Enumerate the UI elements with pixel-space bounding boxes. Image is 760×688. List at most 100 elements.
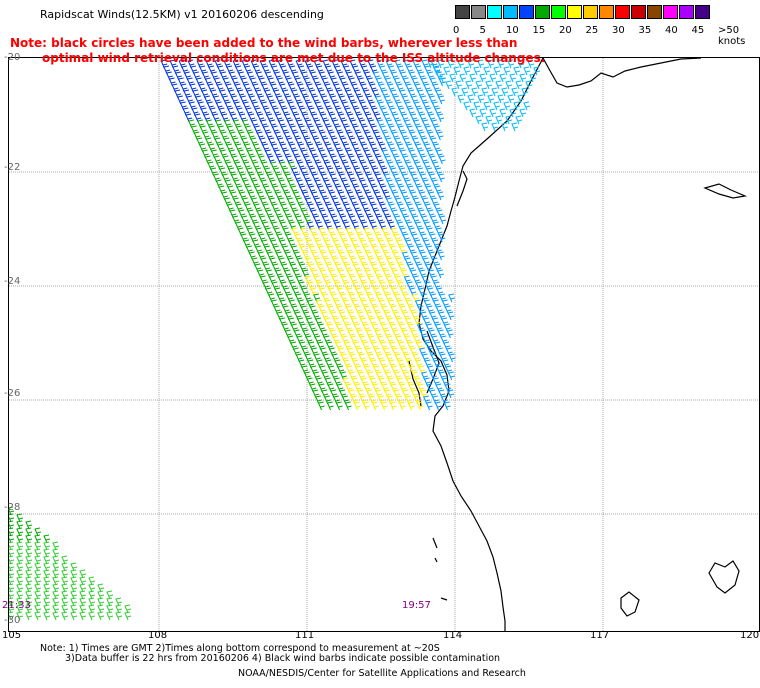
wind-barb	[266, 269, 273, 279]
wind-barb	[97, 611, 105, 621]
wind-barb	[307, 221, 314, 231]
wind-barb	[437, 173, 445, 183]
wind-barb	[349, 275, 357, 285]
wind-barb	[399, 167, 407, 177]
wind-barb	[405, 239, 413, 249]
wind-barb	[362, 263, 370, 273]
wind-barb	[360, 377, 368, 387]
wind-barb	[429, 95, 436, 105]
wind-barb	[340, 197, 348, 207]
wind-barb	[373, 365, 381, 375]
wind-barb	[352, 221, 359, 231]
wind-barb	[309, 167, 317, 177]
legend-swatch	[455, 5, 470, 19]
wind-barb	[439, 293, 446, 303]
wind-barb	[389, 401, 397, 411]
wind-barb	[259, 215, 267, 225]
wind-barb	[304, 293, 311, 303]
wind-barb	[278, 179, 286, 189]
wind-barb	[365, 269, 372, 279]
wind-barb	[259, 59, 267, 69]
wind-barb	[191, 107, 199, 117]
wind-barb	[292, 131, 300, 141]
legend-swatch	[599, 5, 614, 19]
wind-barb	[423, 317, 431, 327]
wind-barb	[79, 604, 87, 614]
wind-barb	[409, 365, 417, 375]
wind-barb	[319, 347, 327, 357]
wind-barb	[318, 383, 326, 393]
wind-barb	[331, 353, 339, 363]
wind-barb	[365, 251, 373, 261]
wind-barb	[308, 341, 316, 351]
wind-barb	[204, 155, 212, 165]
wind-barb	[420, 77, 428, 87]
wind-barb	[418, 131, 426, 141]
wind-barb	[305, 101, 313, 111]
wind-barb	[322, 59, 330, 69]
wind-barb	[491, 87, 499, 97]
wind-barb	[326, 185, 334, 195]
wind-barb	[377, 257, 385, 267]
wind-barb	[234, 161, 242, 171]
wind-barb	[422, 101, 430, 111]
wind-barb	[260, 119, 267, 129]
wind-barb	[336, 149, 344, 159]
wind-barb	[253, 65, 261, 75]
wind-barb	[16, 611, 24, 621]
legend-label: 35	[638, 25, 652, 36]
wind-barb	[246, 227, 254, 237]
legend-label: >50 knots	[718, 25, 746, 47]
wind-barb	[34, 548, 42, 558]
wind-barb	[368, 335, 376, 345]
wind-barb	[34, 555, 42, 565]
wind-barb	[310, 71, 317, 81]
wind-barb	[273, 227, 281, 237]
wind-barb	[396, 239, 404, 249]
wind-barb	[397, 281, 405, 291]
wind-barb	[248, 173, 256, 183]
wind-barb	[395, 335, 403, 345]
wind-barb	[416, 263, 424, 273]
wind-barb	[389, 107, 397, 117]
wind-barb	[227, 185, 235, 195]
wind-barb	[373, 71, 380, 81]
wind-barb	[317, 185, 325, 195]
wind-barb	[327, 245, 334, 255]
wind-barb	[326, 323, 334, 333]
wind-barb	[297, 83, 305, 93]
wind-barb	[338, 251, 346, 261]
wind-barb	[377, 101, 385, 111]
wind-barb	[343, 65, 351, 75]
wind-barb	[302, 113, 310, 123]
wind-barb	[417, 89, 425, 99]
wind-barb	[428, 251, 436, 261]
wind-barb	[481, 87, 489, 97]
wind-barb	[431, 179, 439, 189]
wind-barb	[434, 323, 442, 333]
wind-barb	[178, 59, 186, 69]
wind-barb	[16, 562, 24, 572]
wind-barb	[352, 65, 360, 75]
wind-barb	[355, 365, 363, 375]
wind-barb	[317, 323, 325, 333]
wind-barb	[422, 257, 430, 267]
wind-barb	[196, 137, 204, 147]
wind-barb	[224, 101, 232, 111]
wind-barb	[420, 389, 428, 399]
wind-barb	[519, 73, 527, 83]
wind-barb	[356, 113, 364, 123]
wind-barb	[402, 155, 410, 165]
wind-barb	[372, 167, 380, 177]
wind-barb	[383, 113, 391, 123]
wind-barb	[369, 161, 377, 171]
wind-barb	[394, 197, 402, 207]
wind-barb	[437, 113, 445, 123]
wind-barb	[415, 203, 423, 213]
wind-barb	[366, 155, 374, 165]
wind-barb	[298, 143, 305, 153]
wind-barb	[43, 604, 51, 614]
wind-barb	[313, 275, 321, 285]
wind-barb	[335, 185, 343, 195]
wind-barb	[432, 83, 440, 93]
